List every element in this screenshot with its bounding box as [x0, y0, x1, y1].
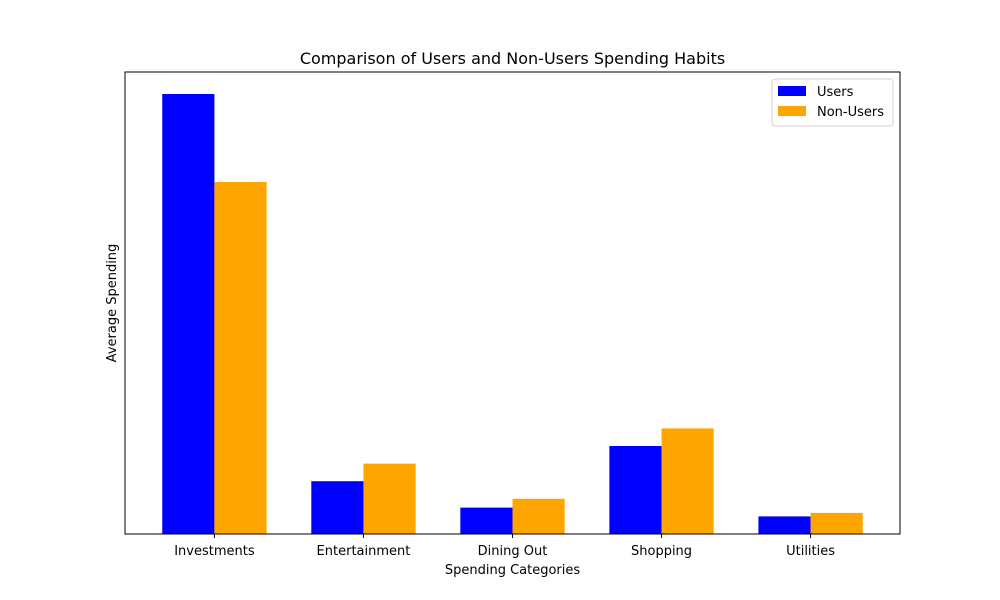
bar-non-users-dining-out: [512, 498, 565, 534]
bar-non-users-investments: [214, 182, 267, 534]
legend: Users Non-Users: [771, 78, 894, 127]
bar-users-dining-out: [460, 507, 513, 534]
x-tick-label: Investments: [174, 544, 255, 559]
legend-swatch-users: [778, 86, 806, 96]
y-axis-label: Average Spending: [105, 244, 120, 363]
legend-label-users: Users: [817, 85, 854, 100]
x-tick-label: Utilities: [786, 544, 835, 559]
bar-users-investments: [162, 94, 215, 534]
x-tick-label: Dining Out: [478, 544, 548, 559]
x-tick-label: Entertainment: [317, 544, 411, 559]
bar-users-utilities: [758, 516, 811, 534]
bar-non-users-shopping: [661, 428, 714, 534]
legend-label-non-users: Non-Users: [817, 105, 884, 120]
bars-group: [162, 94, 863, 534]
bar-users-entertainment: [311, 481, 364, 534]
bar-non-users-utilities: [810, 512, 863, 534]
plot-frame: [124, 71, 901, 535]
x-tick-label: Shopping: [631, 544, 692, 559]
x-axis-ticks: Investments Entertainment Dining Out Shoppi…: [174, 534, 835, 559]
x-axis-label: Spending Categories: [445, 563, 581, 578]
legend-swatch-non-users: [778, 106, 806, 116]
chart-title: Comparison of Users and Non-Users Spendi…: [300, 49, 725, 68]
bar-users-shopping: [609, 446, 662, 534]
bar-non-users-entertainment: [363, 463, 416, 534]
